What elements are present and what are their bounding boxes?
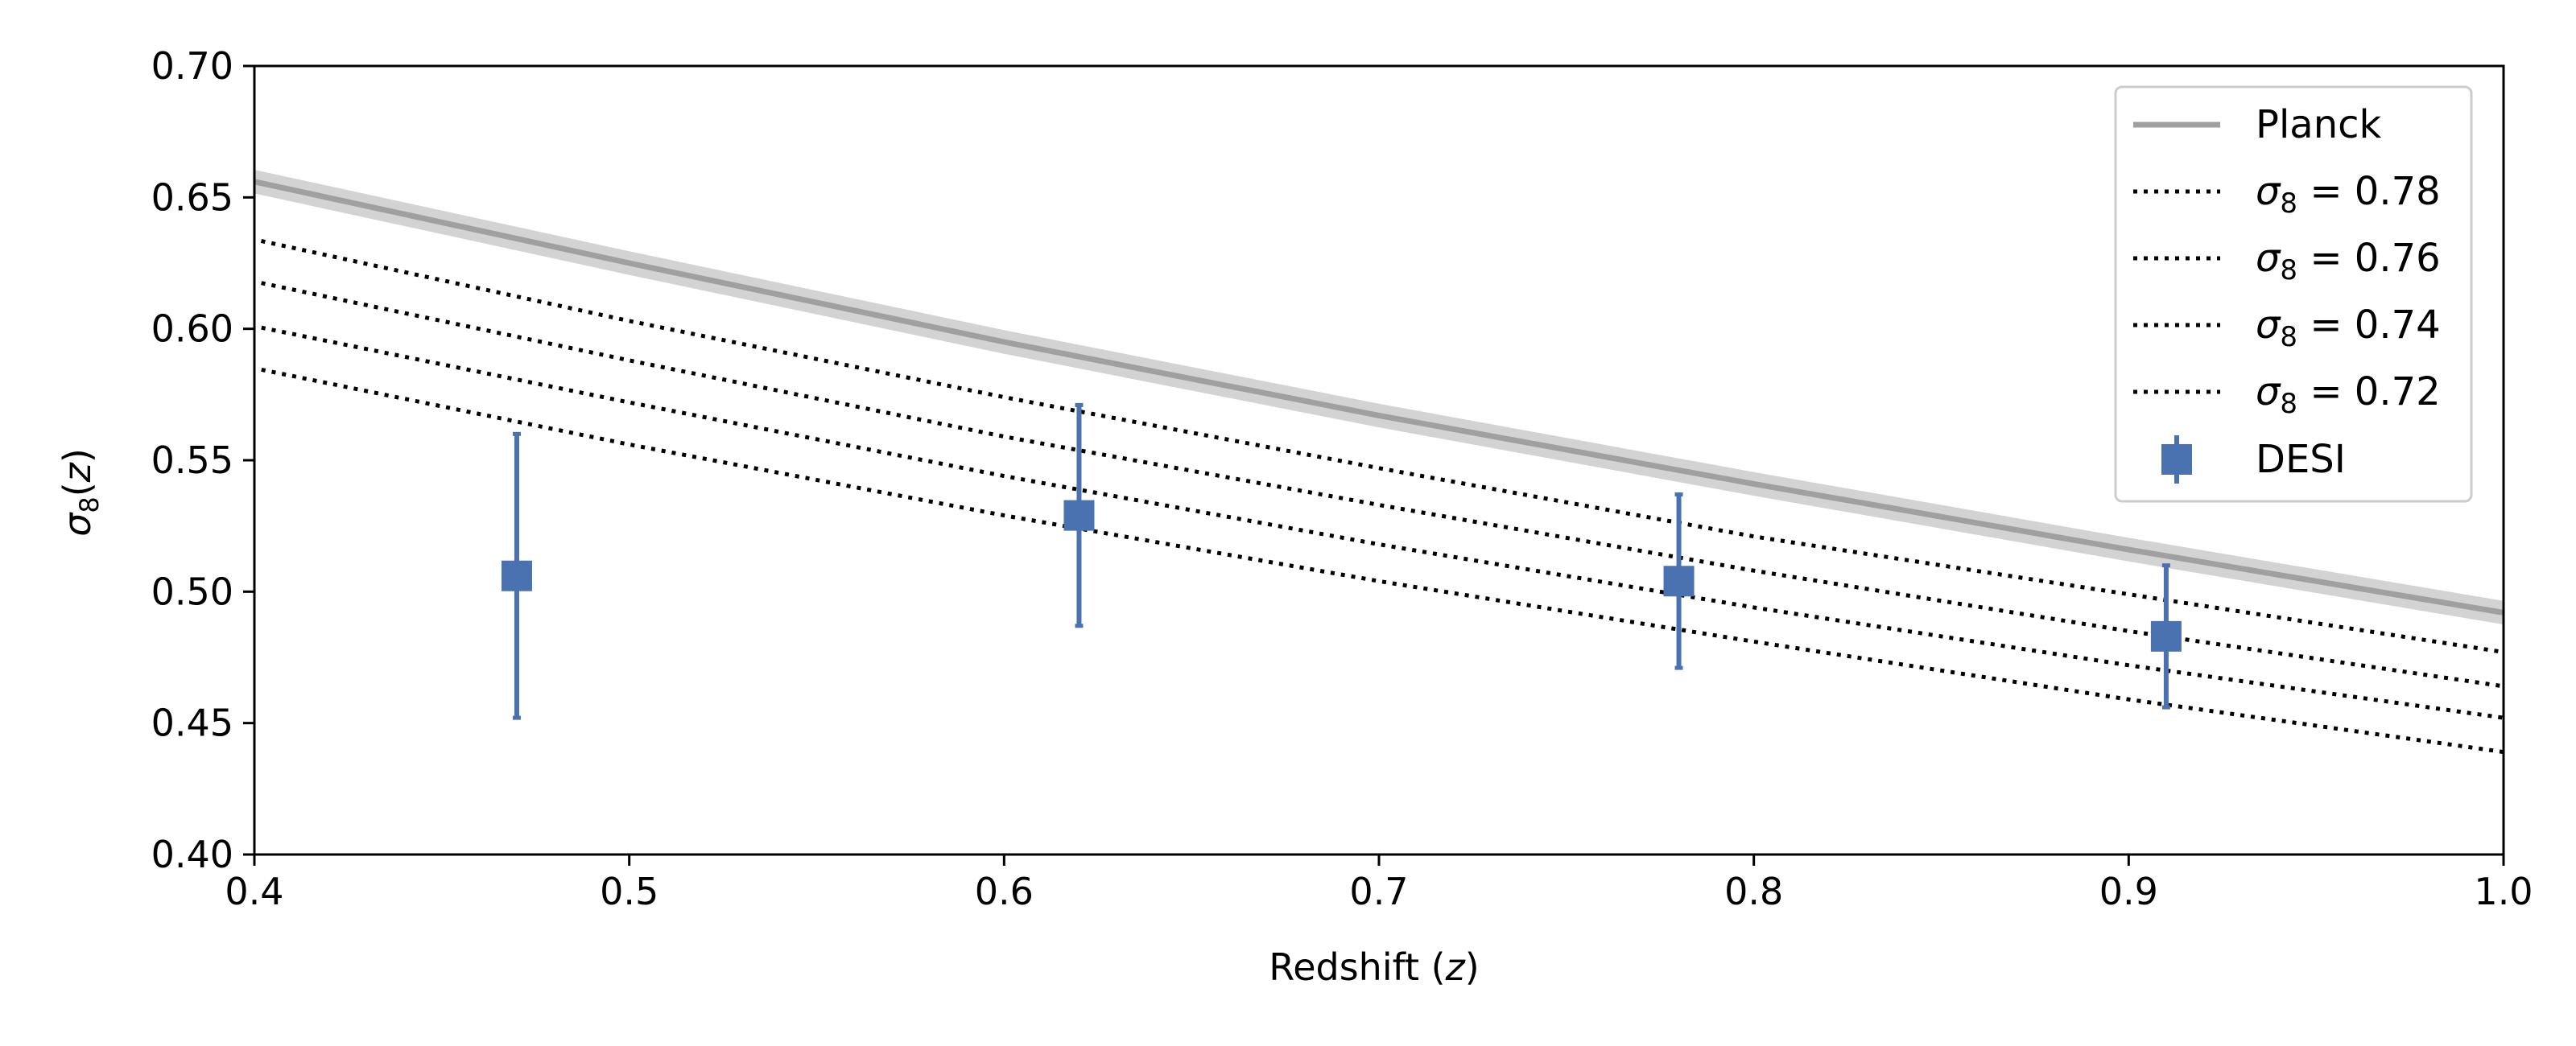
x-tick-label: 1.0 <box>2474 870 2533 913</box>
desi-marker-2 <box>1063 500 1095 531</box>
y-tick-label: 0.50 <box>151 570 233 613</box>
legend-swatch-desi <box>2161 444 2192 475</box>
legend-box <box>2114 85 2473 503</box>
legend-label: DESI <box>2256 437 2346 482</box>
desi-point-3 <box>1663 492 1695 670</box>
desi-point-4 <box>2150 563 2182 710</box>
legend-label: Planck <box>2256 102 2382 147</box>
y-axis: 0.40 0.45 0.50 0.55 0.60 0.65 0.70 <box>151 44 254 876</box>
desi-marker-3 <box>1663 566 1695 597</box>
y-tick-label: 0.45 <box>151 702 233 745</box>
x-tick-label: 0.9 <box>2099 870 2158 913</box>
x-tick-label: 0.7 <box>1349 870 1408 913</box>
x-tick-label: 0.5 <box>600 870 658 913</box>
x-tick-label: 0.4 <box>225 870 283 913</box>
x-tick-label: 0.6 <box>975 870 1034 913</box>
series-line-planck <box>254 179 2504 616</box>
y-tick-label: 0.40 <box>151 833 233 876</box>
desi-point-2 <box>1063 402 1095 628</box>
y-tick-label: 0.65 <box>151 175 233 219</box>
desi-marker-1 <box>501 560 532 591</box>
legend-label: σ8 = 0.72 <box>2256 369 2441 420</box>
legend-label: σ8 = 0.78 <box>2256 169 2441 220</box>
x-axis: 0.4 0.5 0.6 0.7 0.8 0.9 1.0 <box>225 855 2533 913</box>
x-axis-label: Redshift (z) <box>1269 945 1479 989</box>
y-tick-label: 0.70 <box>151 44 233 88</box>
y-tick-label: 0.55 <box>151 439 233 482</box>
y-tick-label: 0.60 <box>151 307 233 351</box>
x-tick-label: 0.8 <box>1724 870 1783 913</box>
series-planck-band <box>254 170 2504 625</box>
series-line-8-0-78-1 <box>254 237 2504 654</box>
desi-marker-4 <box>2150 620 2182 652</box>
plot-area <box>254 170 2504 755</box>
data-points-layer <box>501 402 2182 720</box>
legend: Planck σ8 = 0.78 σ8 = 0.76 σ8 = 0.74 σ8 = 0.… <box>2114 85 2473 503</box>
desi-point-1 <box>501 431 532 720</box>
legend-label: σ8 = 0.74 <box>2256 303 2441 353</box>
series-line-8-0-72-4 <box>254 366 2504 755</box>
y-axis-label: σ8(z) <box>56 448 105 537</box>
svg-text:σ8(z): σ8(z) <box>56 448 105 537</box>
legend-label: σ8 = 0.76 <box>2256 236 2441 286</box>
